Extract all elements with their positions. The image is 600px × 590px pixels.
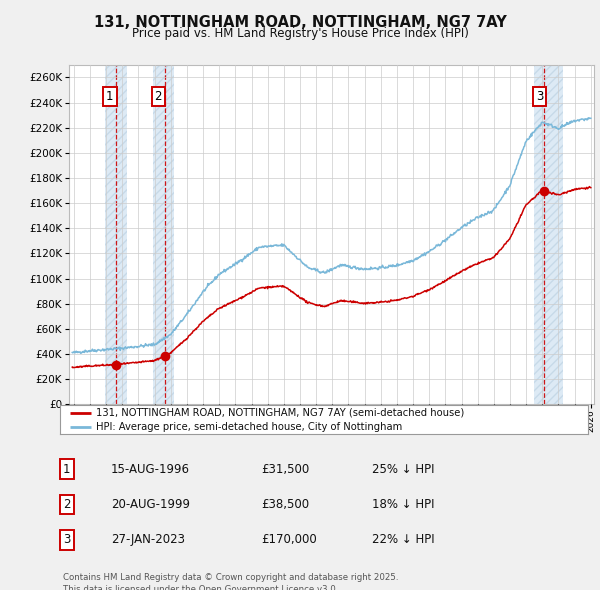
Bar	[153, 65, 174, 404]
Bar	[534, 65, 563, 404]
Bar	[534, 65, 563, 404]
Text: 1: 1	[63, 463, 71, 476]
Text: 25% ↓ HPI: 25% ↓ HPI	[372, 463, 434, 476]
Text: 27-JAN-2023: 27-JAN-2023	[111, 533, 185, 546]
Text: 3: 3	[63, 533, 70, 546]
Text: £170,000: £170,000	[261, 533, 317, 546]
Bar	[153, 65, 174, 404]
Text: Contains HM Land Registry data © Crown copyright and database right 2025.
This d: Contains HM Land Registry data © Crown c…	[63, 573, 398, 590]
Text: HPI: Average price, semi-detached house, City of Nottingham: HPI: Average price, semi-detached house,…	[96, 422, 402, 431]
Text: £31,500: £31,500	[261, 463, 309, 476]
Text: 2: 2	[63, 498, 71, 511]
Text: 3: 3	[536, 90, 543, 103]
Bar	[104, 65, 127, 404]
Text: 22% ↓ HPI: 22% ↓ HPI	[372, 533, 434, 546]
Text: Price paid vs. HM Land Registry's House Price Index (HPI): Price paid vs. HM Land Registry's House …	[131, 27, 469, 40]
Text: £38,500: £38,500	[261, 498, 309, 511]
Text: 20-AUG-1999: 20-AUG-1999	[111, 498, 190, 511]
Text: 131, NOTTINGHAM ROAD, NOTTINGHAM, NG7 7AY (semi-detached house): 131, NOTTINGHAM ROAD, NOTTINGHAM, NG7 7A…	[96, 408, 464, 418]
Text: 1: 1	[106, 90, 113, 103]
Text: 2: 2	[155, 90, 162, 103]
Text: 18% ↓ HPI: 18% ↓ HPI	[372, 498, 434, 511]
Bar	[104, 65, 127, 404]
Text: 131, NOTTINGHAM ROAD, NOTTINGHAM, NG7 7AY: 131, NOTTINGHAM ROAD, NOTTINGHAM, NG7 7A…	[94, 15, 506, 30]
Text: 15-AUG-1996: 15-AUG-1996	[111, 463, 190, 476]
